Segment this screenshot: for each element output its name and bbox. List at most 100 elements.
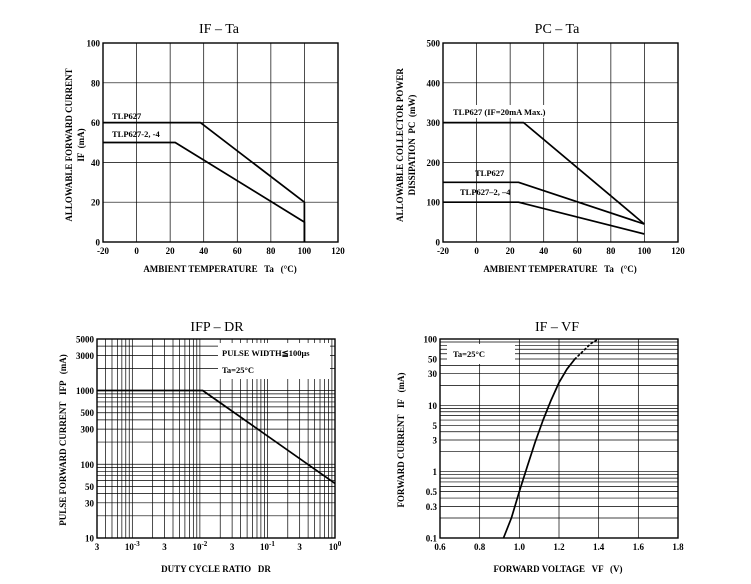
x-tick-labels: 0.6 0.8 1.0 1.2 1.4 1.6 1.8 [434,542,684,552]
tick-label: 1.0 [514,542,526,552]
series-lines [103,121,306,242]
tick-label: 30 [428,369,438,379]
tick-label: 100 [329,540,342,552]
tick-label: 5 [433,421,438,431]
annotation-background [218,343,330,379]
tick-label: 0.6 [434,542,446,552]
x-axis-label: FORWARD VOLTAGE VF (V) [493,564,622,574]
grid [96,338,336,539]
series-lines [97,389,336,485]
tick-label: 300 [81,425,95,435]
tick-label: 500 [427,39,441,49]
series-line [103,141,306,242]
tick-label: 100 [427,198,441,208]
tick-label: 1.4 [593,542,605,552]
tick-label: 1.6 [633,542,645,552]
tick-label: 10-2 [192,540,207,552]
tick-label: 80 [266,246,276,256]
tick-label: 40 [91,158,101,168]
tick-label: 10 [428,401,438,411]
y-axis-label: ALLOWABLE COLLECTOR POWER [395,68,405,222]
chart-title: IF – VF [535,320,579,335]
tick-label: 500 [81,408,95,418]
tick-label: 120 [671,246,685,256]
tick-label: 0 [474,246,479,256]
series-line-dotted [574,338,600,360]
annotation-background [447,344,515,364]
tick-label: 0.8 [474,542,486,552]
y-axis-label: ALLOWABLE FORWARD CURRENT [64,68,74,221]
tick-label: 1.2 [553,542,565,552]
tick-label: 100 [638,246,652,256]
tick-label: 80 [606,246,616,256]
tick-label: 1000 [76,386,95,396]
series-label-tlp627-max: TLP627 (IF=20mA Max.) [453,107,546,117]
tick-label: 60 [573,246,583,256]
tick-label: 30 [85,498,95,508]
series-label-tlp627-2-4: TLP627–2, –4 [460,187,511,197]
series-label-tlp627: TLP627 [475,168,505,178]
chart-ifp-dr: IFP – DR 3 10-3 3 10-2 3 10-1 3 100 10 30 50 100 30… [58,320,342,574]
tick-label: 20 [506,246,516,256]
tick-label: 50 [428,354,438,364]
series-line [502,358,576,539]
series-line [443,201,645,235]
y-axis-label: PULSE FORWARD CURRENT IFP (mA) [58,354,68,526]
tick-label: 20 [91,198,101,208]
y-axis-label-sub: IF (mA) [76,128,86,161]
tick-label: 40 [199,246,209,256]
tick-label: 5000 [76,335,95,345]
tick-label: 60 [233,246,243,256]
tick-label: 1.8 [672,542,684,552]
x-tick-labels: -20 0 20 40 60 80 100 120 [97,246,345,256]
x-axis-label: AMBIENT TEMPERATURE Ta (°C) [143,264,296,274]
series-line [443,181,645,225]
chart-title: PC – Ta [535,22,580,37]
tick-label: 10-3 [125,540,140,552]
tick-label: 0 [436,238,441,248]
series-line [443,121,645,225]
x-axis-label: AMBIENT TEMPERATURE Ta (°C) [483,264,636,274]
tick-label: 3 [95,542,100,552]
tick-label: 0.5 [426,487,438,497]
tick-label: 3 [162,542,167,552]
tick-label: 0 [134,246,139,256]
series-label-background [451,105,565,118]
tick-label: 100 [81,460,95,470]
series-lines [443,121,645,235]
y-tick-labels: 0 20 40 60 80 100 [87,39,101,248]
chart-if-ta: IF – Ta -20 0 20 40 60 80 100 120 020406080100 … [64,22,345,274]
x-tick-labels: 3 10-3 3 10-2 3 10-1 3 100 [95,540,342,552]
grid [439,338,679,539]
tick-label: 3000 [76,351,95,361]
annotation-ambient-temp: Ta=25°C [453,349,485,359]
y-axis-label-sub: DISSIPATION PC (mW) [407,95,417,196]
annotation-pulse-width: PULSE WIDTH≦100μs [222,348,310,358]
y-tick-labels: 0.1 0.3 0.5 1 3 5 10 30 50 100 [424,335,438,544]
tick-label: 20 [166,246,176,256]
tick-label: 400 [427,78,441,88]
tick-label: 200 [427,158,441,168]
y-axis-label: FORWARD CURRENT IF (mA) [396,373,406,508]
chart-title: IF – Ta [199,22,240,37]
annotation-ambient-temp: Ta=25°C [222,365,254,375]
tick-label: 0 [96,238,101,248]
x-axis-label: DUTY CYCLE RATIO DR [161,564,271,574]
tick-label: 100 [87,39,101,49]
series-lines [502,338,600,539]
chart-title: IFP – DR [190,320,244,335]
tick-label: 0.1 [426,534,438,544]
series-line [97,389,336,485]
grid [442,42,679,243]
tick-label: -20 [437,246,449,256]
series-label-tlp627-2-4: TLP627-2, -4 [112,129,160,139]
x-tick-labels: -20 0 20 40 60 80 100 120 [437,246,685,256]
tick-label: 0.3 [426,502,438,512]
series-label-tlp627: TLP627 [112,111,142,121]
tick-label: 10-1 [260,540,275,552]
tick-label: 100 [298,246,312,256]
tick-label: 60 [91,118,101,128]
tick-label: 120 [331,246,345,256]
tick-label: 100 [424,335,438,345]
